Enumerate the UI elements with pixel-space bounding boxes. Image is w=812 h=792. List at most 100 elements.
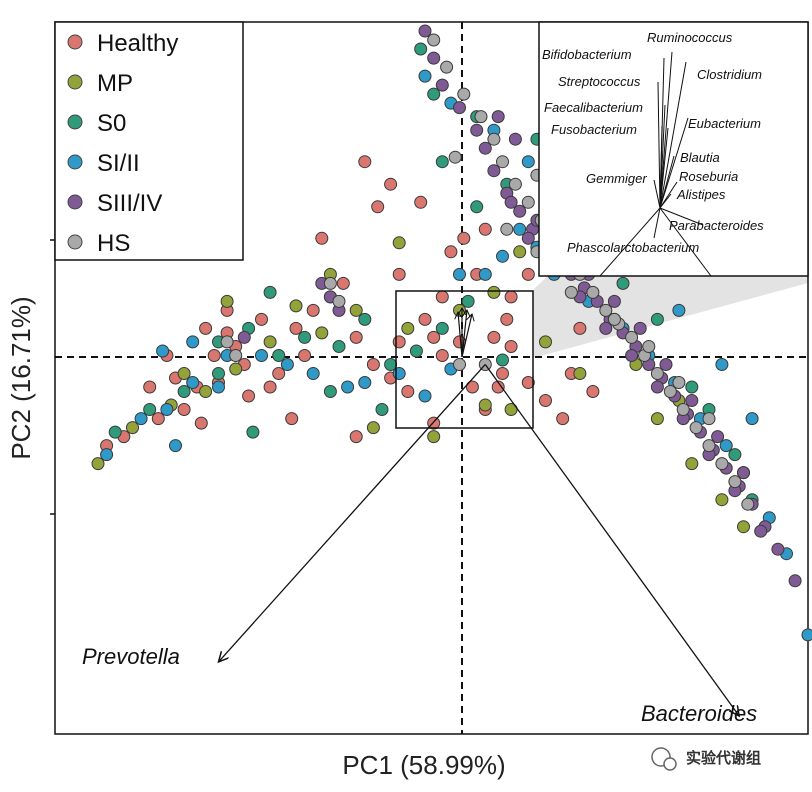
point-mp-5 (263, 335, 277, 349)
inset-label-ruminococcus: Ruminococcus (647, 30, 733, 45)
point-healthy-19 (435, 290, 449, 304)
point-hs-28 (332, 294, 346, 308)
point-siii-iv-54 (508, 132, 522, 146)
legend-swatch-hs (67, 234, 83, 250)
point-hs-23 (728, 475, 742, 489)
label-bacteroides: Bacteroides (641, 701, 757, 726)
point-healthy-47 (500, 312, 514, 326)
point-mp-24 (685, 457, 699, 471)
point-s0-33 (414, 42, 428, 56)
point-hs-33 (564, 285, 578, 299)
watermark: 实验代谢组 (651, 747, 761, 771)
point-mp-19 (392, 236, 406, 250)
point-s0-0 (108, 425, 122, 439)
point-s0-10 (409, 344, 423, 358)
point-healthy-8 (255, 312, 268, 326)
point-hs-19 (676, 403, 690, 416)
point-healthy-15 (366, 358, 380, 371)
point-healthy-37 (242, 389, 256, 403)
point-hs-25 (220, 335, 234, 349)
point-healthy-56 (478, 222, 492, 236)
point-hs-31 (500, 222, 514, 236)
point-si-ii-5 (255, 349, 268, 362)
point-si-ii-17 (212, 380, 225, 394)
point-healthy-21 (465, 380, 479, 394)
point-si-ii-33 (521, 155, 535, 169)
point-healthy-45 (427, 330, 441, 344)
inset-label-eubacterium: Eubacterium (688, 116, 761, 131)
point-hs-29 (453, 358, 466, 371)
point-siii-iv-35 (650, 380, 664, 394)
legend-swatch-healthy (67, 34, 83, 50)
point-healthy-25 (521, 376, 535, 389)
point-hs-2 (457, 87, 471, 101)
inset-label-clostridium: Clostridium (697, 67, 762, 82)
point-s0-16 (375, 403, 389, 416)
point-healthy-38 (194, 416, 208, 430)
point-siii-iv-33 (599, 321, 613, 335)
legend-label-si-ii: SI/II (97, 150, 140, 177)
point-s0-32 (427, 87, 441, 101)
point-healthy-17 (401, 385, 415, 398)
point-healthy-51 (573, 321, 587, 335)
point-siii-iv-40 (504, 195, 518, 209)
point-si-ii-28 (719, 439, 733, 453)
point-s0-1 (143, 403, 157, 416)
point-mp-27 (513, 245, 527, 259)
legend-label-healthy: Healthy (97, 30, 178, 57)
point-si-ii-9 (358, 376, 372, 389)
point-healthy-43 (298, 349, 312, 362)
watermark-text: 实验代谢组 (686, 749, 761, 767)
legend-box (54, 21, 244, 261)
point-hs-1 (440, 60, 454, 74)
inset-label-bifidobacterium: Bifidobacterium (542, 47, 632, 62)
inset-label-fusobacterium: Fusobacterium (551, 122, 637, 137)
point-s0-5 (272, 349, 286, 362)
point-si-ii-0 (100, 448, 114, 462)
point-healthy-3 (177, 403, 191, 416)
point-si-ii-13 (453, 267, 466, 281)
point-si-ii-42 (745, 412, 759, 426)
point-mp-13 (478, 398, 492, 412)
point-healthy-31 (315, 231, 329, 245)
point-hs-37 (702, 412, 716, 426)
zoom-box (395, 290, 534, 429)
point-hs-7 (521, 195, 535, 209)
legend: Healthy MP S0 SI/II SIII/IV HS (54, 21, 244, 261)
point-healthy-34 (414, 195, 428, 209)
inset-loadings (599, 51, 712, 277)
inset-label-blautia: Blautia (680, 150, 720, 165)
point-hs-24 (741, 497, 755, 511)
point-hs-4 (487, 132, 501, 146)
point-mp-7 (315, 326, 329, 340)
point-hs-38 (448, 150, 462, 164)
point-mp-10 (453, 303, 466, 317)
point-healthy-32 (371, 200, 385, 214)
legend-label-s0: S0 (97, 110, 126, 137)
point-healthy-27 (556, 412, 570, 426)
point-si-ii-1 (134, 412, 148, 426)
point-si-ii-18 (478, 267, 492, 281)
point-si-ii-10 (392, 367, 406, 380)
point-mp-0 (91, 457, 105, 471)
point-s0-8 (358, 312, 372, 326)
point-hs-6 (508, 177, 522, 191)
legend-label-mp: MP (97, 70, 133, 97)
point-siii-iv-46 (659, 358, 673, 371)
point-siii-iv-49 (737, 466, 750, 480)
point-healthy-29 (349, 430, 363, 444)
point-healthy-50 (586, 385, 600, 398)
point-s0-2 (177, 385, 191, 398)
loading-arrows (219, 364, 740, 715)
inset-label-roseburia: Roseburia (679, 169, 738, 184)
point-healthy-5 (207, 349, 221, 362)
point-siii-iv-3 (453, 101, 466, 115)
wechat-icon-small (663, 757, 677, 771)
point-si-ii-32 (801, 628, 812, 642)
inset-label-alistipes: Alistipes (676, 187, 726, 202)
inset-label-faecalibacterium: Faecalibacterium (544, 100, 643, 115)
point-mp-4 (229, 362, 243, 376)
point-healthy-10 (289, 321, 303, 335)
origin-mini-arrows (458, 308, 472, 358)
